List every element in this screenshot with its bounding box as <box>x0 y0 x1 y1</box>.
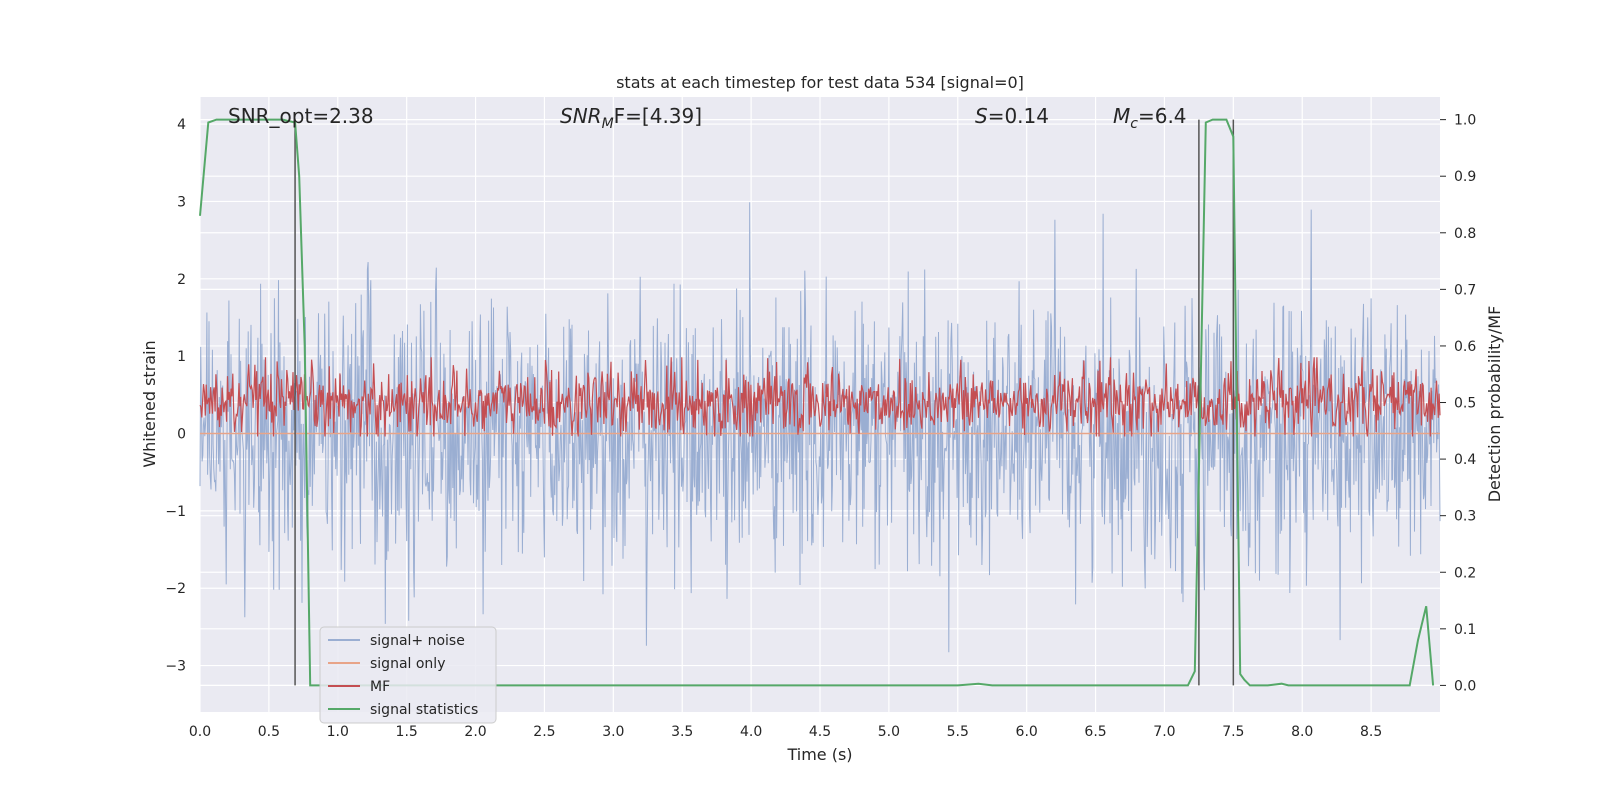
x-tick-label: 4.5 <box>809 724 831 740</box>
y-right-tick-label: 0.4 <box>1454 452 1476 468</box>
y-left-tick-label: 0 <box>177 427 186 443</box>
x-tick-label: 2.5 <box>533 724 555 740</box>
y-left-tick-label: 3 <box>177 194 186 210</box>
annotation-snr-opt: SNR_opt=2.38 <box>228 104 374 128</box>
legend-label-signal-only: signal only <box>370 656 445 672</box>
x-tick-label: 7.0 <box>1153 724 1175 740</box>
y-right-tick-label: 0.5 <box>1454 396 1476 412</box>
x-tick-label: 8.5 <box>1360 724 1382 740</box>
x-axis-ticks: 0.0 0.5 1.0 1.5 2.0 2.5 3.0 3.5 4.0 4.5 5.0 5.5 6.0 6… <box>189 724 1382 740</box>
y-right-tick-label: 0.7 <box>1454 282 1476 298</box>
plot-area <box>199 118 1441 687</box>
x-tick-label: 2.0 <box>464 724 486 740</box>
y-right-tick-label: 0.6 <box>1454 339 1476 355</box>
legend-box <box>319 626 497 724</box>
x-tick-label: 1.0 <box>327 724 349 740</box>
legend-label-mf: MF <box>370 679 390 695</box>
y-right-tick-label: 0.8 <box>1454 226 1476 242</box>
x-tick-label: 6.0 <box>1016 724 1038 740</box>
y-left-tick-label: −2 <box>165 581 186 597</box>
x-tick-label: 7.5 <box>1222 724 1244 740</box>
x-tick-label: 1.5 <box>396 724 418 740</box>
x-axis-label: Time (s) <box>786 745 852 764</box>
annotation-s: S=0.14 <box>975 104 1049 128</box>
y-right-tick-label: 0.2 <box>1454 565 1476 581</box>
y-right-tick-label: 0.0 <box>1454 678 1476 694</box>
x-tick-label: 6.5 <box>1084 724 1106 740</box>
legend: signal+ noise signal only MF signal stat… <box>319 626 497 724</box>
x-tick-label: 0.0 <box>189 724 211 740</box>
y-right-tick-label: 0.3 <box>1454 509 1476 525</box>
series-signal-statistics <box>199 118 1435 687</box>
y-axis-left-ticks: 4 3 2 1 0 −1 −2 −3 <box>165 117 186 675</box>
x-tick-label: 3.5 <box>671 724 693 740</box>
y-right-tick-label: 0.9 <box>1454 169 1476 185</box>
y-axis-right-ticks: 1.0 0.9 0.8 0.7 0.6 0.5 0.4 0.3 0.2 0.1 0.0 <box>1440 113 1476 694</box>
x-tick-label: 4.0 <box>740 724 762 740</box>
x-tick-label: 3.0 <box>602 724 624 740</box>
signal-statistics-line <box>199 118 1435 687</box>
x-tick-label: 5.0 <box>878 724 900 740</box>
x-tick-label: 0.5 <box>258 724 280 740</box>
legend-label-signal-statistics: signal statistics <box>370 702 478 718</box>
annotation-mc: Mc=6.4 <box>1113 104 1187 132</box>
x-tick-label: 5.5 <box>947 724 969 740</box>
y-axis-right-label: Detection probability/MF <box>1485 306 1504 503</box>
y-right-tick-label: 0.1 <box>1454 622 1476 638</box>
y-left-tick-label: 1 <box>177 349 186 365</box>
y-left-tick-label: −1 <box>165 504 186 520</box>
y-left-tick-label: 2 <box>177 272 186 288</box>
legend-label-signal-noise: signal+ noise <box>370 633 465 649</box>
x-tick-label: 8.0 <box>1291 724 1313 740</box>
y-left-tick-label: −3 <box>165 659 186 675</box>
annotation-snr-mf: SNRMF=[4.39] <box>560 104 702 132</box>
y-right-tick-label: 1.0 <box>1454 113 1476 129</box>
chart-title: stats at each timestep for test data 534… <box>616 73 1024 92</box>
y-left-tick-label: 4 <box>177 117 186 133</box>
y-axis-left-label: Whitened strain <box>140 340 159 467</box>
